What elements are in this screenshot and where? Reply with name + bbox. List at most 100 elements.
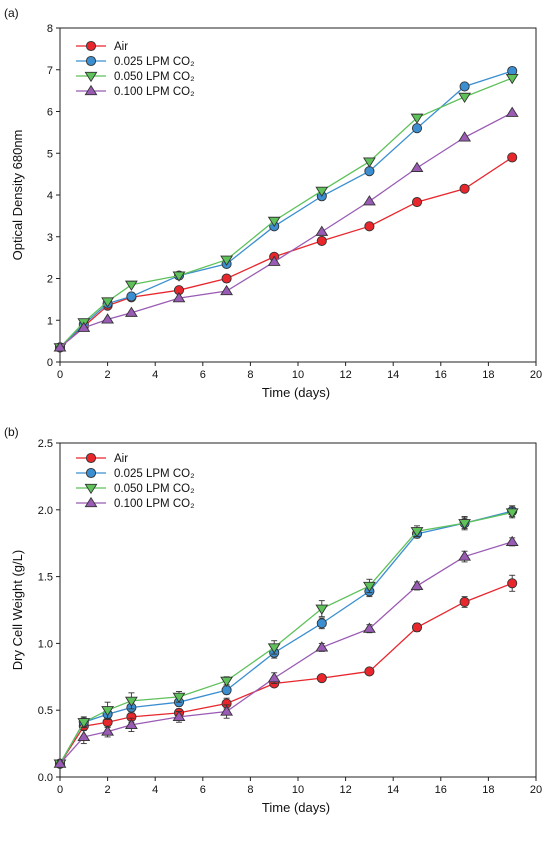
y-axis-label: Dry Cell Weight (g/L) bbox=[10, 550, 25, 670]
y-tick-label: 3 bbox=[47, 232, 53, 244]
data-point bbox=[172, 291, 186, 303]
x-tick-label: 6 bbox=[200, 369, 206, 381]
legend-marker bbox=[84, 71, 98, 83]
legend-label: Air bbox=[114, 41, 128, 53]
legend: Air 0.025 LPM CO₂ 0.050 LPM CO₂ 0.100 LPM C… bbox=[76, 452, 195, 510]
series-line bbox=[59, 156, 513, 348]
series-1 bbox=[54, 65, 518, 353]
data-point bbox=[77, 321, 91, 332]
series-3 bbox=[53, 535, 519, 768]
series-3 bbox=[53, 106, 519, 352]
data-point bbox=[172, 710, 186, 721]
x-tick-label: 2 bbox=[105, 369, 111, 381]
legend-label: 0.025 LPM CO₂ bbox=[114, 56, 195, 68]
data-point bbox=[505, 74, 519, 85]
data-point bbox=[505, 508, 519, 519]
x-tick-label: 4 bbox=[152, 784, 158, 796]
data-point bbox=[316, 618, 327, 629]
data-point bbox=[220, 705, 234, 716]
x-tick-label: 14 bbox=[387, 784, 399, 796]
x-tick-label: 14 bbox=[387, 369, 399, 381]
y-tick-label: 2.5 bbox=[38, 438, 53, 450]
data-point bbox=[101, 706, 115, 717]
y-tick-label: 1.0 bbox=[38, 638, 53, 650]
series-2 bbox=[53, 74, 519, 354]
series-line bbox=[59, 582, 513, 764]
series-2 bbox=[53, 506, 519, 770]
legend-label: 0.025 LPM CO₂ bbox=[114, 468, 195, 480]
x-tick-label: 8 bbox=[247, 784, 253, 796]
data-point bbox=[101, 297, 115, 308]
data-point bbox=[77, 718, 91, 729]
data-point bbox=[221, 273, 232, 284]
data-point bbox=[410, 161, 424, 172]
data-point bbox=[362, 157, 376, 168]
data-point bbox=[53, 757, 67, 768]
data-point bbox=[362, 195, 376, 206]
y-tick-label: 8 bbox=[47, 23, 53, 35]
data-point bbox=[410, 579, 424, 591]
x-tick-label: 20 bbox=[530, 784, 542, 796]
data-point bbox=[458, 92, 472, 104]
legend-label: 0.050 LPM CO₂ bbox=[114, 71, 195, 83]
data-point bbox=[411, 123, 423, 134]
y-tick-label: 2 bbox=[47, 274, 53, 286]
data-point bbox=[124, 696, 138, 708]
legend-marker bbox=[85, 452, 97, 464]
y-tick-label: 0.5 bbox=[38, 705, 53, 717]
x-tick-label: 12 bbox=[339, 784, 351, 796]
data-point bbox=[505, 106, 519, 117]
data-point bbox=[172, 692, 186, 704]
x-tick-label: 2 bbox=[105, 784, 111, 796]
chart-panel-b: (b) 0 2 4 6 8 10 12 14 16 18 20 0.0 0.5 1.0 1.5 2.0 2.5 Ti… bbox=[4, 425, 542, 815]
data-point bbox=[315, 641, 329, 652]
y-tick-label: 5 bbox=[47, 148, 53, 160]
legend: Air 0.025 LPM CO₂ 0.050 LPM CO₂ 0.100 LPM C… bbox=[76, 40, 195, 98]
x-tick-label: 12 bbox=[339, 369, 351, 381]
x-tick-label: 16 bbox=[435, 369, 447, 381]
x-tick-label: 6 bbox=[200, 784, 206, 796]
data-point bbox=[267, 255, 281, 266]
data-point bbox=[458, 131, 472, 142]
data-point bbox=[362, 622, 376, 633]
y-tick-label: 0 bbox=[47, 357, 53, 369]
data-point bbox=[411, 622, 423, 633]
legend-marker bbox=[84, 483, 98, 495]
y-tick-label: 6 bbox=[47, 107, 53, 119]
data-point bbox=[220, 676, 234, 687]
y-tick-label: 4 bbox=[47, 190, 53, 202]
data-point bbox=[53, 341, 67, 352]
y-tick-label: 1.5 bbox=[38, 572, 53, 584]
data-point bbox=[172, 271, 186, 282]
data-point bbox=[126, 291, 137, 302]
data-point bbox=[505, 535, 519, 546]
data-point bbox=[124, 718, 138, 729]
legend-marker bbox=[84, 84, 98, 96]
data-point bbox=[507, 578, 518, 589]
data-point bbox=[101, 313, 115, 324]
x-tick-label: 4 bbox=[152, 369, 158, 381]
data-point bbox=[267, 671, 281, 683]
legend-label: 0.100 LPM CO₂ bbox=[114, 498, 195, 510]
series-0 bbox=[54, 152, 518, 353]
legend-marker bbox=[85, 40, 97, 52]
y-tick-label: 1 bbox=[47, 315, 53, 327]
data-point bbox=[220, 255, 234, 266]
data-point bbox=[410, 113, 424, 124]
x-tick-label: 10 bbox=[292, 369, 304, 381]
x-tick-label: 10 bbox=[292, 784, 304, 796]
data-point bbox=[458, 550, 472, 561]
series-line bbox=[59, 511, 513, 764]
x-axis-label: Time (days) bbox=[262, 385, 330, 400]
data-point bbox=[411, 197, 423, 208]
data-point bbox=[315, 604, 329, 615]
x-axis-label: Time (days) bbox=[262, 800, 330, 815]
data-point bbox=[364, 166, 375, 177]
data-point bbox=[459, 596, 470, 608]
data-point bbox=[124, 280, 138, 291]
panel-label: (a) bbox=[4, 6, 19, 20]
legend-marker bbox=[84, 496, 98, 508]
data-point bbox=[315, 186, 329, 197]
